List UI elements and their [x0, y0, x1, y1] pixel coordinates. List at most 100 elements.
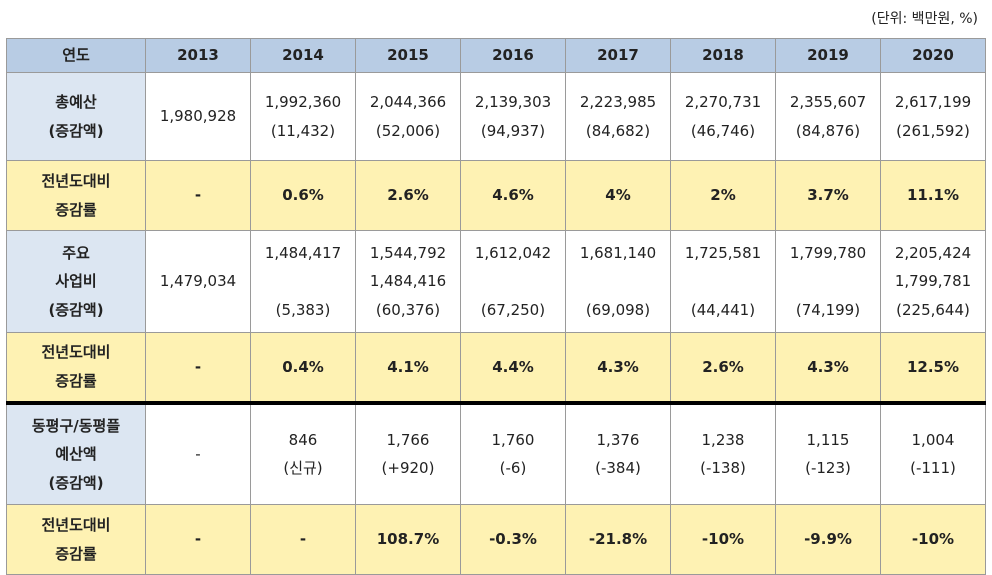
cell-value: 0.4% — [282, 357, 324, 376]
row-label-line: 증감률 — [55, 371, 97, 390]
row-label: 총예산 (증감액) — [6, 72, 146, 161]
cell-value: 2.6% — [702, 357, 744, 376]
header-label: 연도 — [6, 38, 146, 73]
table-cell: 1,544,792 1,484,416 (60,376) — [355, 230, 461, 333]
table-cell: 2% — [670, 160, 776, 231]
unit-note: (단위: 백만원, %) — [871, 11, 978, 27]
cell-value: 4% — [605, 186, 631, 205]
row-label-line: (증감액) — [48, 121, 104, 140]
cell-value: -21.8% — [588, 530, 648, 549]
year-2017: 2017 — [565, 38, 671, 73]
table-cell: 1,479,034 — [145, 230, 251, 333]
cell-value: 846 — [288, 430, 318, 449]
cell-value: 1,681,140 — [579, 244, 657, 262]
table-cell: 1,681,140 (69,098) — [565, 230, 671, 333]
cell-value: 4.4% — [492, 357, 534, 376]
cell-value: (60,376) — [375, 300, 441, 319]
cell-value — [776, 268, 880, 296]
row-label-line: 전년도대비 — [41, 516, 111, 534]
cell-value: 2,223,985 — [579, 93, 657, 111]
table-cell: - — [145, 332, 251, 403]
table-cell: 2,270,731 (46,746) — [670, 72, 776, 161]
row-label-line: (증감액) — [48, 473, 104, 492]
cell-value: -10% — [911, 530, 955, 549]
cell-value — [461, 268, 565, 296]
cell-value: 11.1% — [906, 186, 960, 205]
table-cell: 1,760 (-6) — [460, 400, 566, 505]
cell-value: 1,479,034 — [159, 272, 237, 291]
cell-value: - — [194, 530, 202, 549]
cell-value: 1,544,792 — [369, 243, 447, 262]
cell-value: 2% — [710, 186, 736, 205]
cell-value: 1,612,042 — [474, 244, 552, 262]
cell-value: 2,044,366 — [369, 93, 447, 111]
cell-value: -9.9% — [804, 530, 852, 549]
table-cell: 12.5% — [880, 332, 986, 403]
table-cell: 2,205,424 1,799,781 (225,644) — [880, 230, 986, 333]
table-cell: 1,725,581 (44,441) — [670, 230, 776, 333]
table-cell: - — [145, 160, 251, 231]
cell-value: (-6) — [499, 459, 527, 478]
cell-value: (+920) — [381, 459, 435, 478]
cell-value — [566, 268, 670, 296]
table-cell: 1,115 (-123) — [775, 400, 881, 505]
cell-value: 1,238 — [701, 430, 745, 449]
cell-value: 4.3% — [807, 357, 849, 376]
cell-value: (94,937) — [480, 121, 546, 140]
cell-value: 1,376 — [596, 430, 640, 449]
table-cell: 1,238 (-138) — [670, 400, 776, 505]
cell-value: (84,876) — [795, 121, 861, 140]
cell-value — [251, 268, 355, 296]
row-label-line: 전년도대비 — [41, 343, 111, 362]
table-cell: 1,799,780 (74,199) — [775, 230, 881, 333]
cell-value: 2,139,303 — [474, 93, 552, 111]
table-cell: 4.6% — [460, 160, 566, 231]
table-cell: 4.3% — [565, 332, 671, 403]
table-cell: 2,139,303 (94,937) — [460, 72, 566, 161]
table-cell: 4% — [565, 160, 671, 231]
cell-value: (-138) — [700, 459, 746, 478]
cell-value: 0.6% — [282, 186, 324, 205]
table-cell: 1,004 (-111) — [880, 400, 986, 505]
cell-value: (-384) — [595, 459, 641, 478]
cell-value: - — [195, 445, 201, 463]
cell-value: (84,682) — [585, 121, 651, 140]
cell-value: (46,746) — [690, 121, 756, 140]
row-label-line: 증감률 — [55, 544, 97, 563]
cell-value: 2,355,607 — [789, 93, 867, 111]
table-cell: 846 (신규) — [250, 400, 356, 505]
cell-value: - — [194, 186, 202, 205]
cell-value: (69,098) — [585, 300, 651, 319]
header-row: 연도 2013 2014 2015 2016 2017 2018 2019 20… — [6, 38, 986, 73]
cell-value: 2,205,424 — [894, 243, 972, 262]
table-cell: -10% — [670, 504, 776, 575]
table-cell: 1,766 (+920) — [355, 400, 461, 505]
total-budget-row: 총예산 (증감액) 1,980,928 1,992,360 (11,432) 2,044,… — [6, 72, 986, 161]
cell-value: 3.7% — [807, 186, 849, 205]
year-2020: 2020 — [880, 38, 986, 73]
row-label-line: 예산액 — [55, 445, 97, 463]
cell-value: 1,484,417 — [264, 244, 342, 262]
cell-value: 1,004 — [911, 430, 955, 449]
table-cell: - — [145, 504, 251, 575]
table-cell: 1,612,042 (67,250) — [460, 230, 566, 333]
cell-value: (225,644) — [896, 300, 970, 319]
cell-value: 1,766 — [386, 430, 430, 449]
budget-table: 연도 2013 2014 2015 2016 2017 2018 2019 20… — [6, 38, 986, 575]
row-label-line: 전년도대비 — [41, 172, 111, 190]
cell-value: (44,441) — [690, 300, 756, 319]
table-cell: - — [145, 400, 251, 505]
table-cell: 3.7% — [775, 160, 881, 231]
cell-value: 1,992,360 — [264, 93, 342, 111]
cell-value: (67,250) — [480, 300, 546, 319]
cell-value: 108.7% — [376, 530, 440, 549]
table-cell: 2.6% — [355, 160, 461, 231]
row-label-line: 증감률 — [55, 200, 97, 219]
cell-value: (11,432) — [270, 121, 336, 140]
cell-value: 2,270,731 — [684, 93, 762, 111]
year-2014: 2014 — [250, 38, 356, 73]
main-project-rate-row: 전년도대비 증감률 - 0.4% 4.1% 4.4% 4.3% 2.6% 4.3% 12.5% — [6, 332, 986, 403]
